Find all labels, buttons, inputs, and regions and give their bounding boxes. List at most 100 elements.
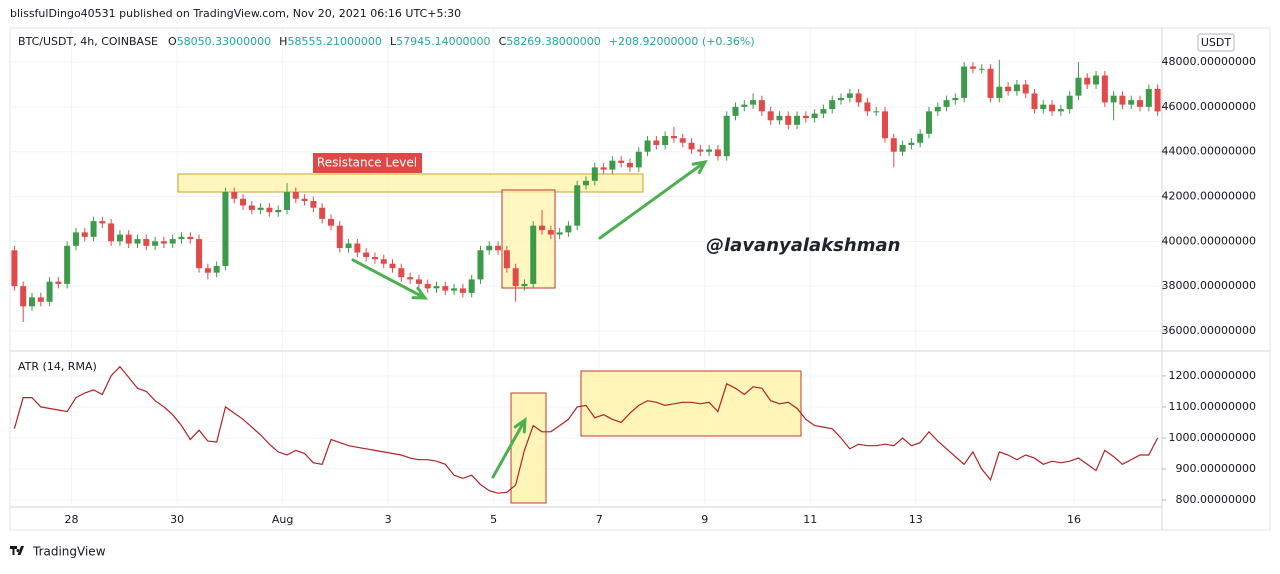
candle-body xyxy=(213,265,220,273)
candle-body xyxy=(635,151,642,168)
candle-body xyxy=(574,185,581,226)
candle-body xyxy=(143,239,150,246)
candle-body xyxy=(1075,77,1082,96)
y-tick-label: 1200.00000000 xyxy=(1169,369,1256,382)
candle-body xyxy=(371,257,378,260)
candle-body xyxy=(723,115,730,157)
candle-body xyxy=(81,232,88,237)
candle-body xyxy=(204,268,211,273)
candle-body xyxy=(899,144,906,152)
change: +208.92000000 (+0.36%) xyxy=(609,35,755,48)
candle-body xyxy=(495,245,502,251)
y-tick-label: 42000.00000000 xyxy=(1162,190,1256,203)
symbol-title: BTC/USDT, 4h, COINBASE xyxy=(18,35,158,48)
candle-body xyxy=(1137,100,1144,107)
arrow xyxy=(598,159,708,240)
candle-body xyxy=(433,286,440,289)
candle-body xyxy=(512,268,519,287)
candle-body xyxy=(591,167,598,181)
candle-body xyxy=(459,288,466,293)
candle-body xyxy=(1119,95,1126,105)
candle-body xyxy=(653,140,660,145)
candle-body xyxy=(28,297,35,307)
candle-body xyxy=(248,205,255,210)
candle-body xyxy=(389,263,396,269)
candle-body xyxy=(231,192,238,199)
candle-body xyxy=(266,207,273,213)
candle-body xyxy=(539,225,546,231)
atr-highlight-box xyxy=(510,392,547,504)
candle-body xyxy=(477,250,484,280)
y-tick-label: 44000.00000000 xyxy=(1162,145,1256,158)
candle-body xyxy=(1128,100,1135,105)
candle-body xyxy=(996,86,1003,98)
legend-line: BTC/USDT, 4h, COINBASE O58050.33000000 H58… xyxy=(18,35,755,48)
x-tick-label: 30 xyxy=(170,513,184,526)
candle-body xyxy=(116,234,123,242)
candle-body xyxy=(838,97,845,101)
candle-body xyxy=(811,113,818,119)
candle-body xyxy=(530,225,537,284)
candle-body xyxy=(380,259,387,264)
arrow xyxy=(351,258,429,300)
candle-body xyxy=(925,111,932,134)
x-tick-label: 16 xyxy=(1067,513,1081,526)
candle-body xyxy=(829,100,836,110)
candle-body xyxy=(1154,88,1161,112)
ohlc-key: O xyxy=(168,35,177,48)
candle-body xyxy=(240,198,247,206)
candle-body xyxy=(90,221,97,237)
candle-body xyxy=(978,68,985,70)
candle-body xyxy=(222,192,229,266)
candle-body xyxy=(160,241,167,244)
candle-body xyxy=(292,192,299,199)
candle-body xyxy=(600,167,607,170)
footer-brand: TradingView xyxy=(32,545,106,559)
candle-body xyxy=(750,100,757,105)
currency: USDT xyxy=(1201,36,1232,49)
x-tick-label: 3 xyxy=(385,513,392,526)
watermark: @lavanyalakshman xyxy=(706,235,900,256)
candle-body xyxy=(987,68,994,98)
candle-body xyxy=(1005,86,1012,92)
candle-body xyxy=(864,102,871,112)
candle-body xyxy=(565,225,572,233)
candle-body xyxy=(1066,95,1073,110)
candle-body xyxy=(908,142,915,145)
y-tick-label: 1100.00000000 xyxy=(1169,400,1256,413)
candle-body xyxy=(767,111,774,121)
ohlc-value: 58269.38000000 xyxy=(506,35,600,48)
candle-body xyxy=(1031,93,1038,110)
x-tick-label: Aug xyxy=(272,513,293,526)
resistance-label: Resistance Level xyxy=(317,156,417,170)
candle-body xyxy=(46,281,53,302)
candle-body xyxy=(758,100,765,112)
candle-body xyxy=(618,160,625,163)
candle-body xyxy=(706,149,713,152)
candle-body xyxy=(679,138,686,143)
candle-body xyxy=(152,241,159,246)
candle-body xyxy=(398,268,405,278)
candle-body xyxy=(99,221,106,224)
candle-body xyxy=(407,277,414,280)
candle-body xyxy=(178,236,185,240)
candle-body xyxy=(547,230,554,235)
candle-body xyxy=(881,111,888,139)
candle-body xyxy=(257,207,264,210)
candle-body xyxy=(714,149,721,157)
candle-body xyxy=(688,142,695,150)
candle-body xyxy=(415,279,422,284)
x-tick-label: 13 xyxy=(909,513,923,526)
candle-body xyxy=(952,97,959,101)
candle-body xyxy=(1084,77,1091,85)
highlight-box xyxy=(501,189,556,289)
indicator-title: ATR (14, RMA) xyxy=(18,360,97,373)
candle-body xyxy=(169,239,176,244)
arrow xyxy=(491,416,527,479)
candle-body xyxy=(644,140,651,152)
candle-body xyxy=(855,93,862,103)
candle-body xyxy=(354,243,361,253)
candle-body xyxy=(961,66,968,98)
annotations: Resistance Level xyxy=(177,153,802,504)
legend: BTC/USDT, 4h, COINBASE O58050.33000000 H58… xyxy=(18,35,755,48)
